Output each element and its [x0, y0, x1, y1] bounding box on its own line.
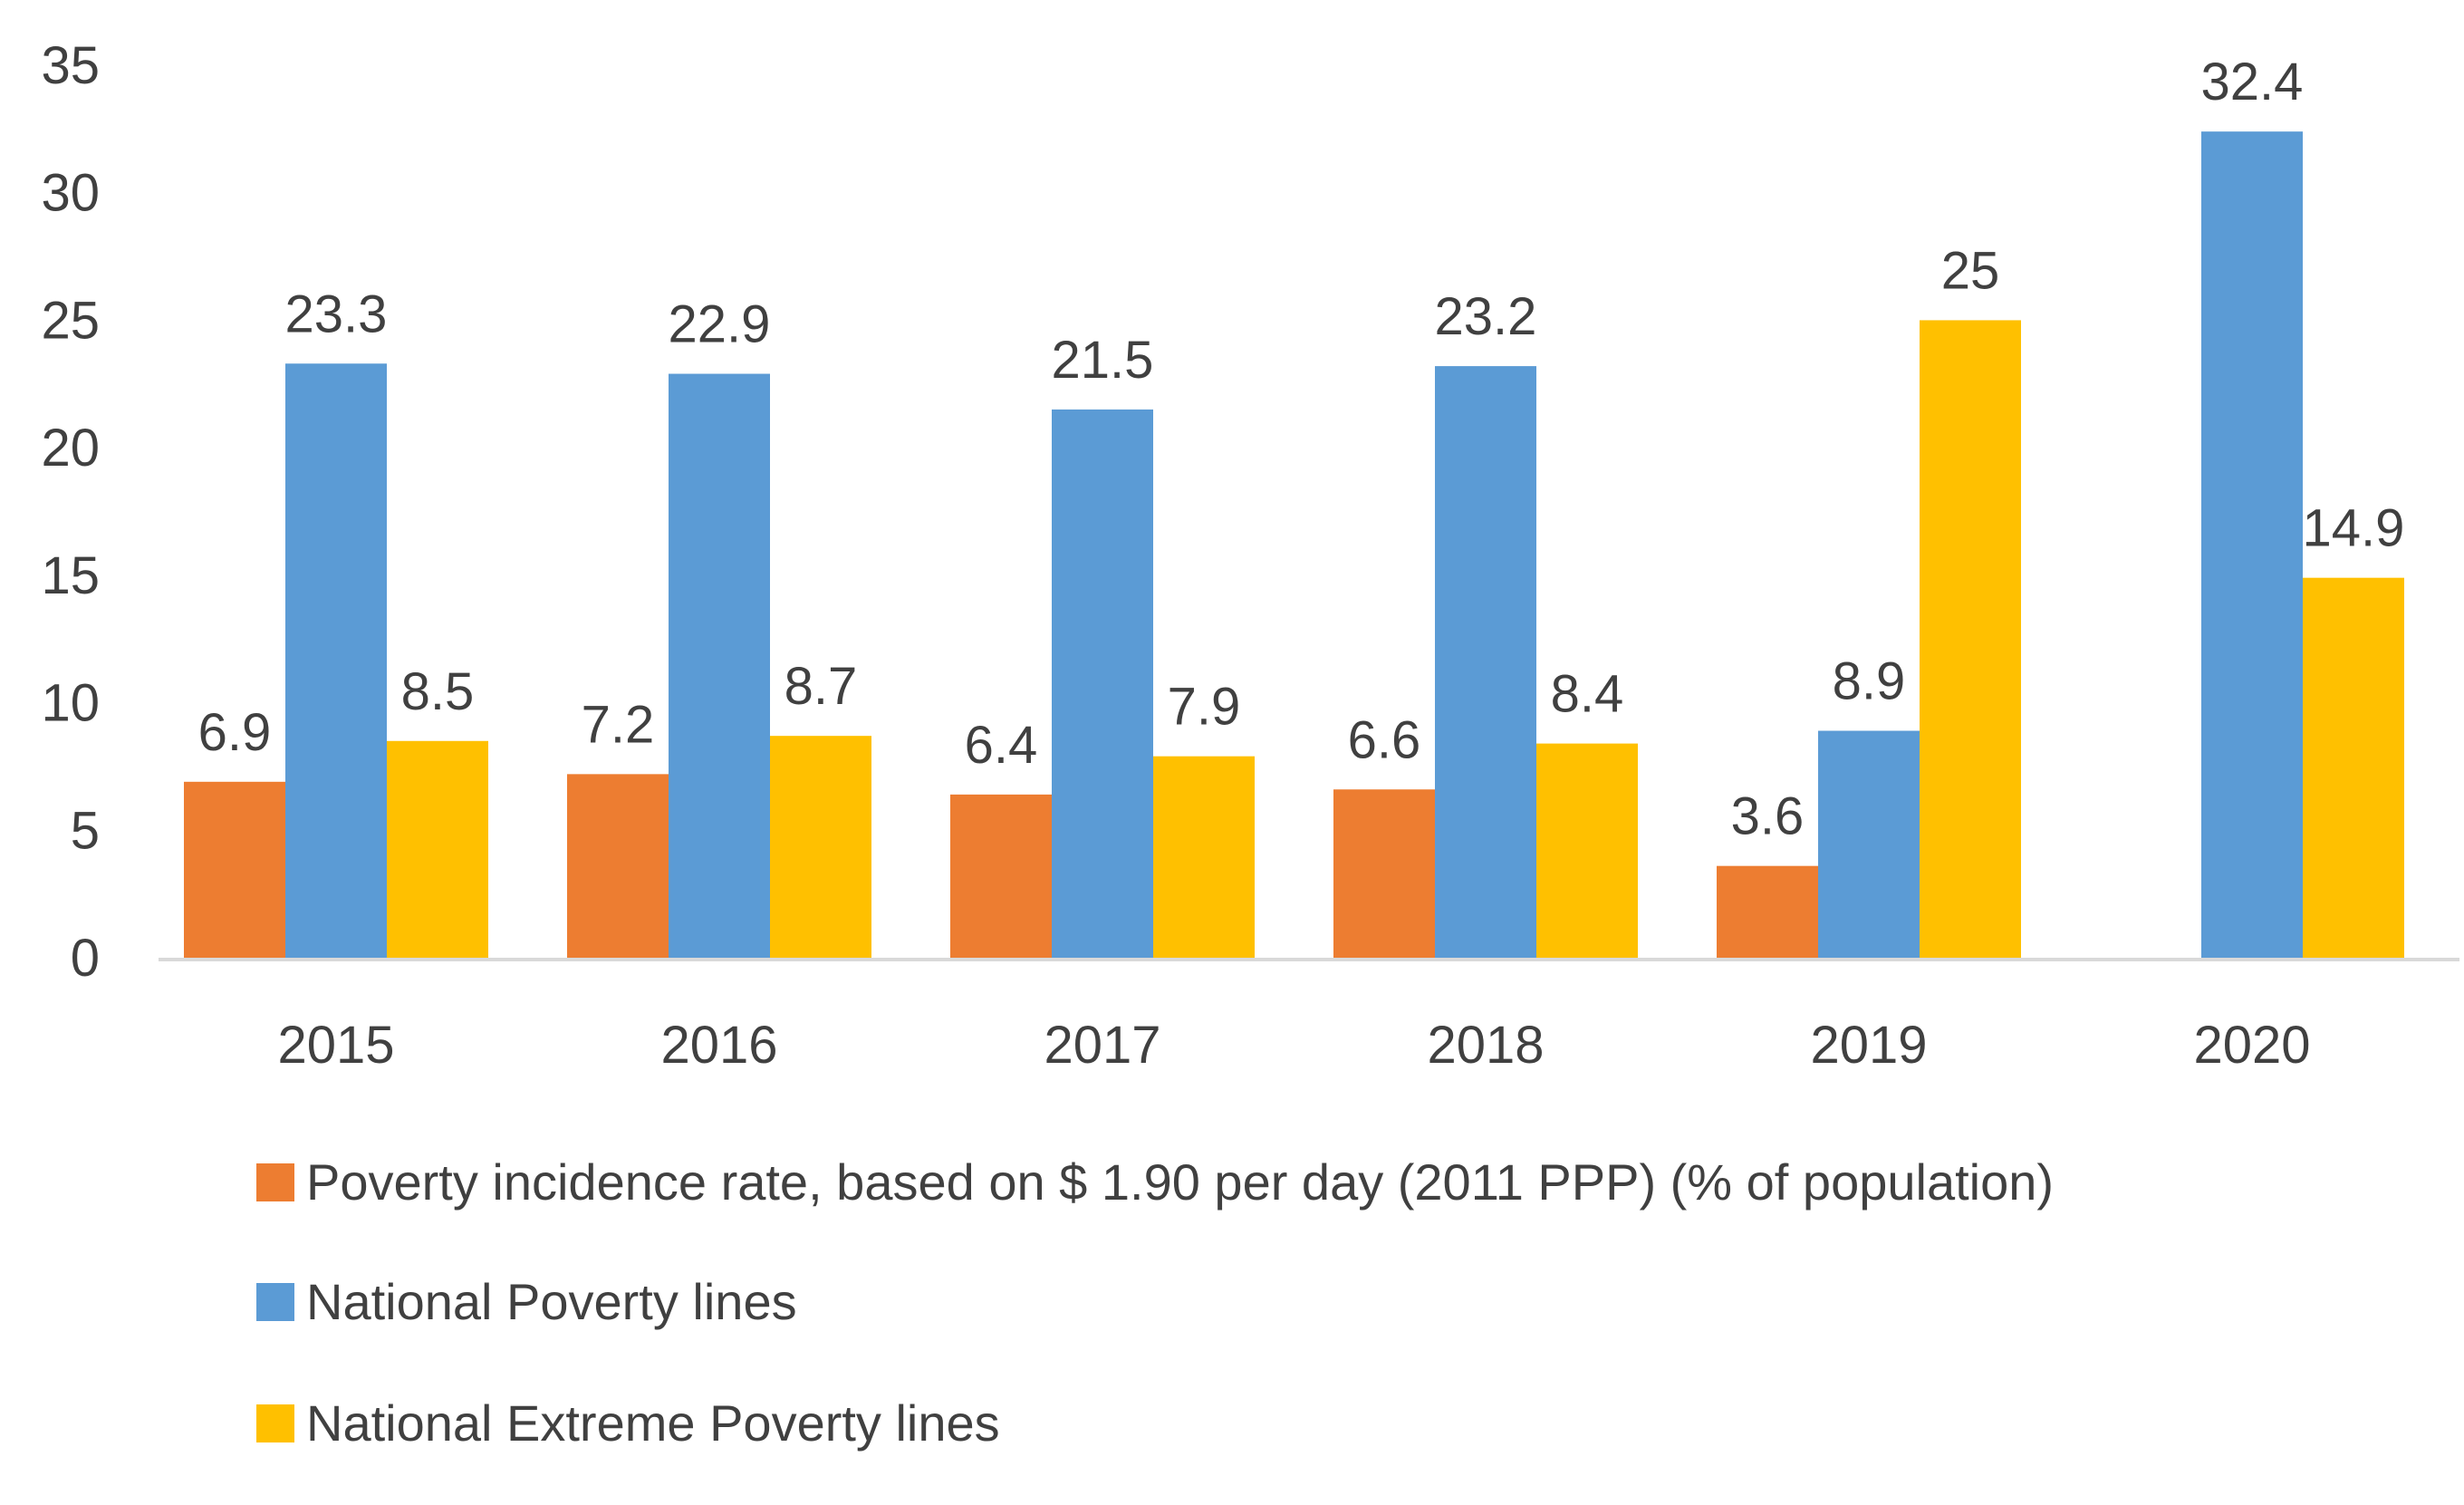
data-labels-group: 6.9 23.3 8.5 7.2 22.9 8.7 6.4 21.5 7.9 6.6 23.2 8.4… [198, 53, 2405, 846]
y-tick-label: 35 [41, 36, 100, 95]
data-label: 6.6 [1348, 710, 1421, 769]
data-label: 8.9 [1833, 652, 1906, 711]
bar-2017-series-2 [1052, 409, 1153, 958]
data-label: 14.9 [2303, 499, 2405, 558]
y-tick-label: 0 [71, 929, 100, 988]
bar-2019-series-3 [1920, 320, 2021, 958]
bar-2019-series-1 [1717, 865, 1818, 958]
bar-2016-series-2 [669, 373, 770, 958]
bar-2020-series-2 [2201, 131, 2303, 958]
legend-swatch-series-3 [256, 1404, 294, 1442]
y-axis-ticks: 0 5 10 15 20 25 30 35 [41, 36, 100, 988]
data-label: 8.5 [401, 662, 475, 721]
bar-2019-series-2 [1818, 730, 1920, 958]
data-label: 8.7 [784, 657, 858, 716]
bar-2018-series-3 [1536, 743, 1638, 958]
x-category-label: 2018 [1427, 1016, 1544, 1075]
x-category-label: 2015 [277, 1016, 394, 1075]
legend-swatch-series-1 [256, 1163, 294, 1201]
bar-2015-series-1 [184, 781, 285, 958]
x-category-label: 2019 [1810, 1016, 1927, 1075]
data-label: 7.9 [1168, 678, 1241, 737]
bar-2016-series-3 [770, 736, 871, 958]
legend-label-series-3: National Extreme Poverty lines [306, 1394, 1000, 1452]
data-label: 23.3 [285, 285, 388, 343]
bar-2017-series-3 [1153, 756, 1255, 958]
bar-2018-series-1 [1333, 789, 1435, 958]
legend-label-series-1: Poverty incidence rate, based on $ 1.90 … [306, 1153, 2054, 1211]
data-label: 7.2 [582, 695, 655, 754]
data-label: 23.2 [1435, 287, 1537, 346]
data-label: 32.4 [2201, 53, 2304, 111]
bar-2016-series-1 [567, 774, 669, 958]
bar-2017-series-1 [950, 794, 1052, 958]
y-tick-label: 25 [41, 291, 100, 350]
data-label: 6.9 [198, 703, 272, 762]
x-category-label: 2016 [660, 1016, 777, 1075]
bar-2015-series-3 [387, 740, 488, 958]
x-category-label: 2020 [2193, 1016, 2310, 1075]
y-tick-label: 30 [41, 164, 100, 223]
data-label: 8.4 [1551, 665, 1624, 724]
bars-group [184, 131, 2404, 959]
y-tick-label: 5 [71, 801, 100, 860]
y-tick-label: 20 [41, 419, 100, 478]
data-label: 22.9 [669, 295, 771, 354]
x-category-label: 2017 [1044, 1016, 1160, 1075]
legend: Poverty incidence rate, based on $ 1.90 … [256, 1153, 2054, 1452]
bar-2020-series-3 [2303, 577, 2404, 958]
data-label: 25 [1941, 241, 2000, 300]
bar-2015-series-2 [285, 363, 387, 958]
bar-2018-series-2 [1435, 366, 1536, 959]
x-axis-labels: 2015 2016 2017 2018 2019 2020 [277, 1016, 2310, 1075]
y-tick-label: 15 [41, 546, 100, 605]
data-label: 6.4 [965, 716, 1038, 775]
data-label: 3.6 [1731, 787, 1805, 846]
legend-swatch-series-2 [256, 1283, 294, 1321]
data-label: 21.5 [1052, 331, 1154, 390]
y-tick-label: 10 [41, 674, 100, 733]
legend-label-series-2: National Poverty lines [306, 1273, 797, 1330]
